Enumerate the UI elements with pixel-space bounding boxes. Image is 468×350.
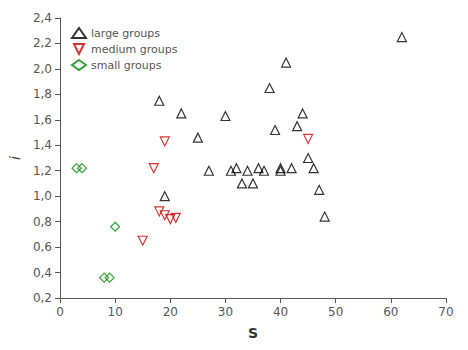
svg-text:1,4: 1,4 (33, 138, 52, 152)
svg-text:40: 40 (273, 305, 288, 319)
svg-text:medium groups: medium groups (91, 43, 178, 56)
svg-text:1,6: 1,6 (33, 113, 52, 127)
svg-text:0,4: 0,4 (33, 266, 52, 280)
svg-text:70: 70 (438, 305, 453, 319)
svg-text:i: i (7, 156, 23, 160)
svg-text:S: S (248, 325, 258, 341)
svg-text:0,8: 0,8 (33, 215, 52, 229)
svg-text:2,4: 2,4 (33, 11, 52, 25)
svg-text:1,2: 1,2 (33, 164, 52, 178)
svg-text:60: 60 (383, 305, 398, 319)
svg-text:2,2: 2,2 (33, 36, 52, 50)
svg-text:2,0: 2,0 (33, 62, 52, 76)
svg-text:1,8: 1,8 (33, 87, 52, 101)
svg-text:0,6: 0,6 (33, 240, 52, 254)
svg-text:30: 30 (218, 305, 233, 319)
svg-text:1,0: 1,0 (33, 189, 52, 203)
svg-text:small groups: small groups (91, 59, 162, 72)
svg-text:20: 20 (163, 305, 178, 319)
svg-text:10: 10 (108, 305, 123, 319)
svg-text:50: 50 (328, 305, 343, 319)
svg-text:0: 0 (56, 305, 64, 319)
svg-text:large groups: large groups (91, 27, 160, 40)
svg-text:0,2: 0,2 (33, 291, 52, 305)
